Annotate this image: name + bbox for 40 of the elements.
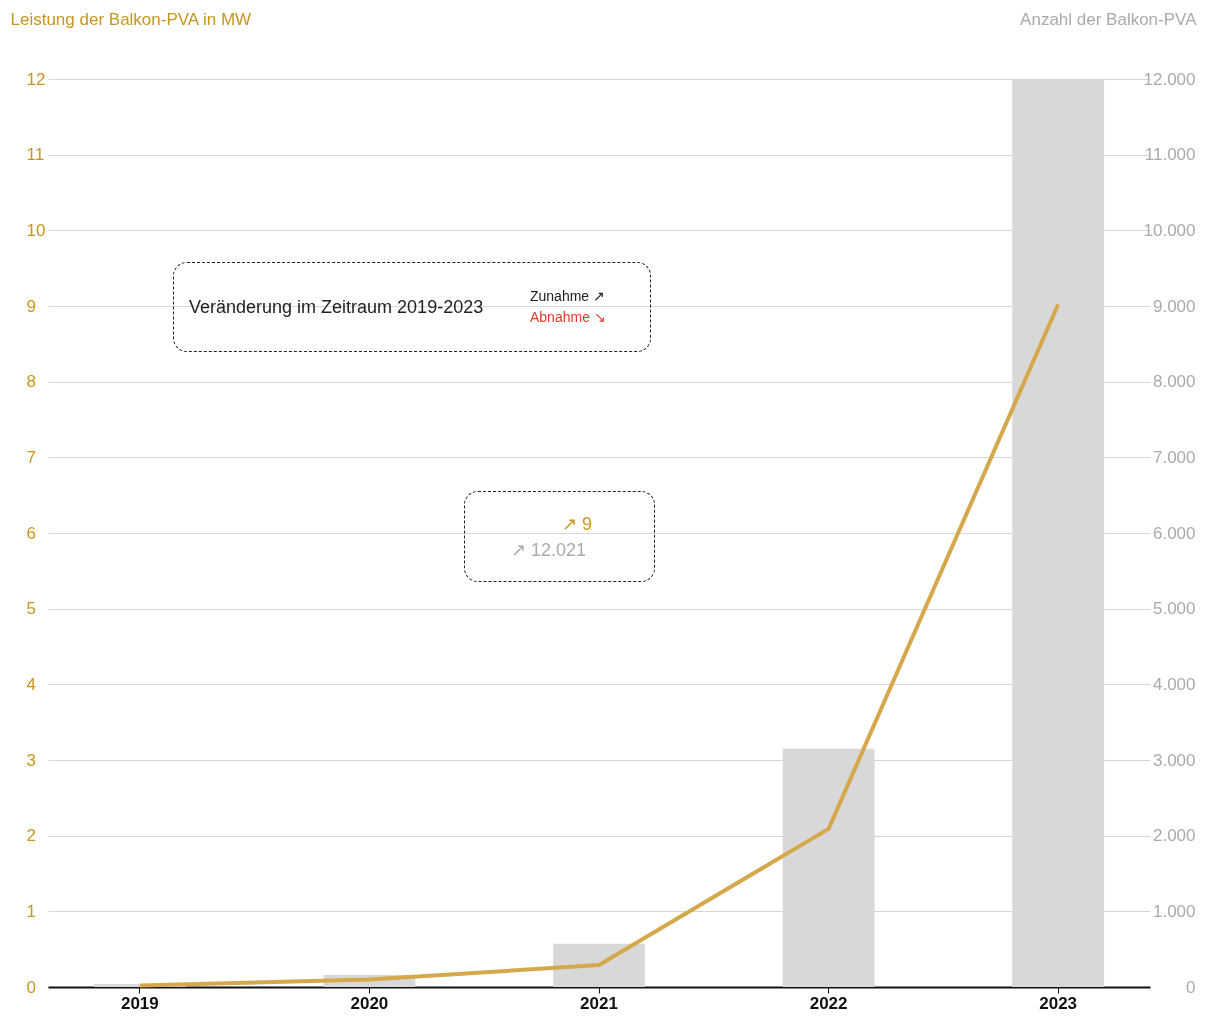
y2-tick-label: 4.000 — [1152, 674, 1196, 694]
y2-tick-label: 12.000 — [1143, 69, 1196, 89]
x-tick-label: 2022 — [809, 993, 848, 1013]
y2-tick-label: 7.000 — [1152, 447, 1196, 467]
y2-tick-label: 11.000 — [1144, 145, 1196, 165]
y-tick-label: 3 — [26, 750, 36, 770]
x-tick-label: 2021 — [580, 993, 618, 1013]
y-tick-label: 6 — [26, 523, 36, 543]
y2-tick-label: 6.000 — [1152, 523, 1196, 543]
y2-tick-label: 0 — [1186, 977, 1196, 997]
y2-tick-label: 8.000 — [1152, 372, 1196, 392]
line-series — [137, 302, 1061, 988]
annotation: ↗ 12.021 — [511, 539, 587, 561]
x-tick-label: 2020 — [350, 993, 389, 1013]
annotation: Veränderung im Zeitraum 2019-2023 — [189, 297, 484, 318]
y-tick-label: 2 — [26, 826, 36, 846]
y2-tick-label: 2.000 — [1152, 826, 1196, 846]
bar — [553, 943, 645, 987]
y2-tick-label: 1.000 — [1152, 901, 1196, 921]
y-tick-label: 12 — [26, 69, 46, 89]
y-axis-title: Leistung der Balkon-PVA in MW — [10, 9, 252, 29]
y2-tick-label: 5.000 — [1152, 599, 1196, 619]
y-tick-label: 1 — [26, 901, 36, 921]
y-tick-label: 11 — [26, 145, 45, 165]
y2-tick-label: 10.000 — [1143, 220, 1196, 240]
annotation: Abnahme ↘ — [530, 309, 606, 325]
y-tick-label: 10 — [26, 220, 46, 240]
y-tick-label: 5 — [26, 599, 36, 619]
y2-axis-title: Anzahl der Balkon-PVA — [1020, 9, 1198, 29]
y-tick-label: 4 — [26, 674, 36, 694]
y-tick-label: 9 — [26, 296, 36, 316]
y2-tick-label: 3.000 — [1152, 750, 1196, 770]
annotation: Zunahme ↗ — [530, 288, 606, 304]
y2-tick-label: 9.000 — [1152, 296, 1196, 316]
y-tick-label: 7 — [26, 447, 36, 467]
x-tick-label: 2023 — [1039, 993, 1078, 1013]
y-tick-label: 0 — [26, 977, 36, 997]
y-tick-label: 8 — [26, 372, 36, 392]
x-tick-label: 2019 — [120, 993, 159, 1013]
annotation: ↗ 9 — [562, 513, 593, 535]
